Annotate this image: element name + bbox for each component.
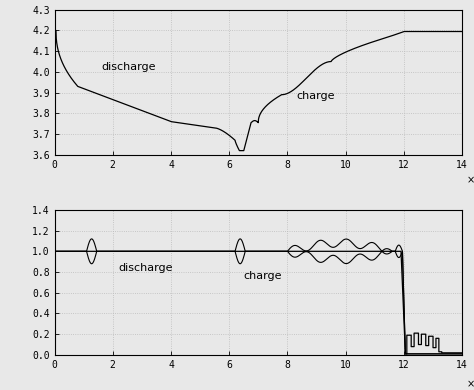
Text: discharge: discharge [101,62,155,72]
Text: $\times 10^4$: $\times 10^4$ [466,172,474,186]
Text: charge: charge [244,271,283,281]
Text: $\times 10^4$: $\times 10^4$ [466,377,474,390]
Text: discharge: discharge [118,263,173,273]
Text: charge: charge [296,91,335,101]
